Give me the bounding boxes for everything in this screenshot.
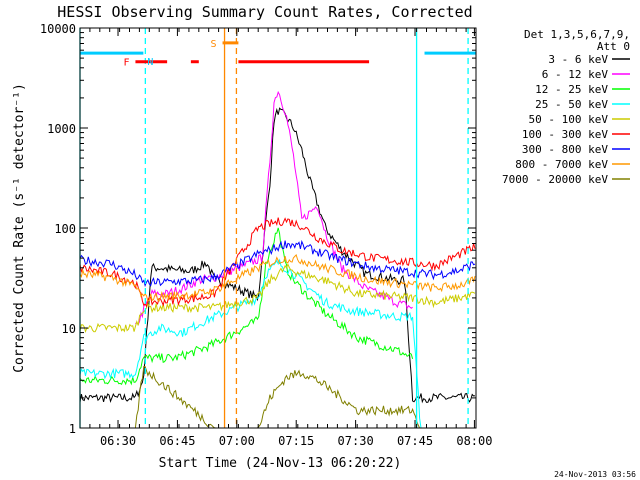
legend-label-3: 25 - 50 keV bbox=[535, 98, 608, 111]
series-line-0 bbox=[79, 107, 476, 404]
legend-label-1: 6 - 12 keV bbox=[542, 68, 609, 81]
x-tick-label-4: 07:30 bbox=[338, 434, 374, 448]
legend-label-4: 50 - 100 keV bbox=[529, 113, 609, 126]
y-tick-label-0: 1 bbox=[69, 422, 76, 436]
legend-header-1: Att 0 bbox=[597, 40, 630, 53]
chart-title: HESSI Observing Summary Count Rates, Cor… bbox=[57, 3, 472, 21]
x-tick-label-3: 07:15 bbox=[278, 434, 314, 448]
x-tick-label-1: 06:45 bbox=[159, 434, 195, 448]
state-label-F: F bbox=[123, 58, 129, 69]
state-label-S: S bbox=[211, 39, 217, 50]
x-axis-label: Start Time (24-Nov-13 06:20:22) bbox=[159, 456, 402, 471]
legend-header-0: Det 1,3,5,6,7,9, bbox=[524, 28, 630, 41]
x-tick-label-2: 07:00 bbox=[219, 434, 255, 448]
x-tick-label-5: 07:45 bbox=[397, 434, 433, 448]
state-label-N: N bbox=[147, 57, 153, 68]
legend-label-0: 3 - 6 keV bbox=[548, 53, 608, 66]
legend-label-8: 7000 - 20000 keV bbox=[502, 173, 608, 186]
y-tick-label-3: 1000 bbox=[47, 122, 76, 136]
x-tick-label-0: 06:30 bbox=[100, 434, 136, 448]
legend-label-5: 100 - 300 keV bbox=[522, 128, 608, 141]
x-tick-label-6: 08:00 bbox=[456, 434, 492, 448]
series-line-5 bbox=[79, 217, 476, 308]
y-axis-label: Corrected Count Rate (s⁻¹ detector⁻¹) bbox=[12, 83, 27, 373]
plot-timestamp: 24-Nov-2013 03:56 bbox=[554, 470, 636, 479]
series-line-1 bbox=[135, 90, 413, 326]
axes: 1 10 100 1000 10000 06:30 06:45 07:00 07:15 07:30… bbox=[40, 22, 493, 448]
series-line-3 bbox=[79, 258, 475, 429]
series-line-2 bbox=[79, 227, 414, 386]
y-tick-label-1: 10 bbox=[62, 322, 76, 336]
legend-label-2: 12 - 25 keV bbox=[535, 83, 608, 96]
legend: Det 1,3,5,6,7,9,Att 03 - 6 keV 6 - 12 keV… bbox=[502, 28, 630, 186]
legend-label-7: 800 - 7000 keV bbox=[515, 158, 608, 171]
y-tick-label-4: 10000 bbox=[40, 22, 76, 36]
legend-label-6: 300 - 800 keV bbox=[522, 143, 608, 156]
y-tick-label-2: 100 bbox=[54, 222, 76, 236]
series-line-7 bbox=[79, 254, 476, 303]
